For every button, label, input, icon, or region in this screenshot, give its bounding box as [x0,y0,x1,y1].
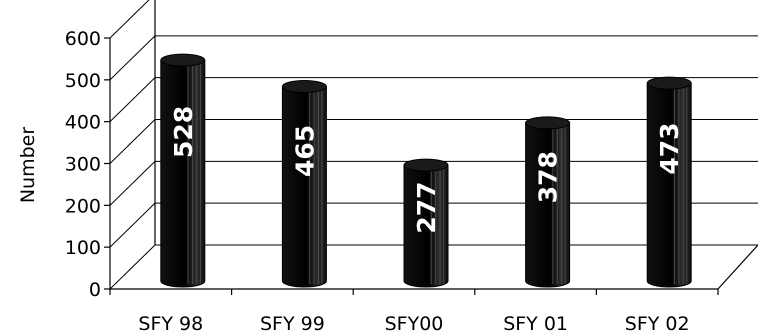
gridline-diag [109,77,156,123]
bar-body [646,82,692,288]
data-label: 378 [534,151,563,203]
y-axis-title: Number [17,127,39,204]
bar-cap [160,53,206,67]
bar: 378 [525,116,571,288]
bar-body [525,122,571,288]
y-tick-label: 0 [89,279,101,301]
y-axis-ticks: 0 100 200 300 400 500 600 [65,28,110,301]
data-label: 465 [290,125,319,177]
y-tick-label: 200 [65,195,101,217]
bar-cap [646,76,692,90]
gridline-diag [109,244,156,290]
y-tick-label: 300 [65,154,101,176]
bar-body [281,85,327,288]
data-label: 473 [655,122,684,174]
x-tick-label: SFY 98 [138,313,203,335]
gridlines [109,0,758,290]
x-tick-label: SFY 99 [260,313,325,335]
bar-body [403,164,449,288]
data-label: 528 [169,106,198,158]
y-tick-label: 500 [65,70,101,92]
y-tick-label: 600 [65,28,101,50]
x-tick-label: SFY 01 [503,313,568,335]
bar-body [160,59,206,288]
x-axis-labels: SFY 98 SFY 99 SFY00 SFY 01 SFY 02 [138,313,689,335]
bar: 277 [403,158,449,288]
bar: 528 [160,53,206,288]
y-tick-label: 400 [65,112,101,134]
x-tick-label: SFY00 [385,313,444,335]
bar-cap [281,79,327,93]
gridline-diag [109,35,156,81]
bar-cap [403,158,449,172]
y-tick-label: 100 [65,237,101,259]
bar-cap [525,116,571,130]
bars: 528 465 277 378 473 [160,53,692,288]
gridline-diag [109,0,150,39]
gridline-diag [109,160,156,206]
gridline-diag [109,202,156,248]
bar: 465 [281,79,327,288]
data-label: 277 [412,181,441,233]
bar: 473 [646,76,692,288]
gridline-diag [109,119,156,164]
floor-edge [717,244,758,290]
x-tick-label: SFY 02 [625,313,690,335]
